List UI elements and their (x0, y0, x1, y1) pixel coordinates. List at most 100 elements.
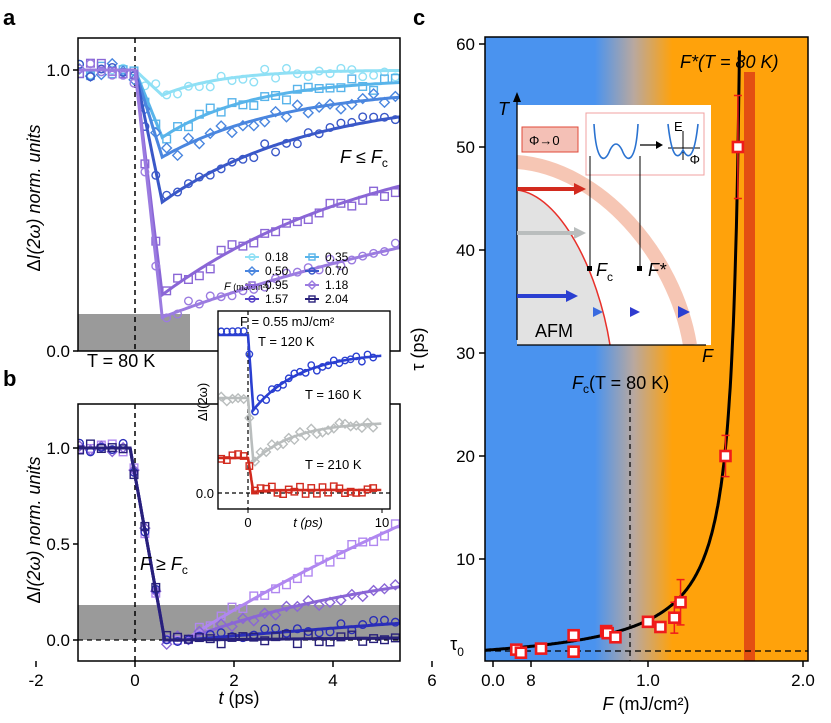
series-b-1.18-point (435, 509, 443, 517)
xtick-label-4: 6 (427, 671, 436, 690)
series-a-0.70-point (435, 101, 443, 109)
series-b-1.57-point (31, 441, 41, 451)
series-a-0.70-point (390, 115, 400, 125)
order-param-label: Φ→0 (529, 133, 560, 148)
ytick-label-c-2: 30 (456, 344, 475, 363)
series-b-1.57-point (445, 572, 455, 582)
series-a-0.50-point (248, 119, 260, 132)
series-a-1.57-point (85, 59, 95, 69)
series-a-0.70-point (173, 187, 183, 197)
ytick-label-c-1: 20 (456, 447, 475, 466)
series-group-a (78, 57, 476, 323)
series-a-0.95-point (457, 163, 465, 171)
arrow-blue-head (566, 290, 578, 302)
series-b-2.04-point (402, 632, 410, 640)
legend-marker-7 (308, 295, 316, 303)
ylabel-c: τ (ps) (408, 327, 428, 370)
yticks-c: 10 20 30 40 50 60 (456, 35, 485, 569)
series-b-1.57-point (434, 579, 444, 589)
phi-label: Φ (690, 152, 700, 167)
series-a-0.35-point (358, 81, 368, 91)
inset-c-t-arrow (513, 92, 521, 102)
series-a-0.95-point (390, 188, 400, 198)
series-a-0.35-point (468, 75, 476, 83)
series-a-0.50-point (302, 107, 315, 119)
series-a-1.57-point (96, 67, 106, 77)
series-b-2.04-point (78, 445, 85, 455)
series-a-1.57-point (183, 296, 193, 306)
inset-b-xlabel: t (ps) (293, 515, 323, 530)
series-a-0.95-point (413, 174, 421, 182)
e-label: E (674, 119, 683, 134)
inset-c-t-label: T (498, 99, 511, 119)
xlabel-b: t (ps) (218, 688, 259, 708)
series-a-1.57-point (424, 239, 432, 247)
legend-marker-2 (247, 266, 257, 276)
series-b-1.57-point (302, 594, 315, 607)
series-a-0.95-point (402, 187, 410, 195)
legend-label-6: 1.57 (265, 292, 289, 306)
inset-c: T F AFM Φ→0 E Φ Fc F* (498, 92, 714, 366)
series-b-1.57-point (258, 607, 271, 619)
inset-b: F = 0.55 mJ/cm² T = 120 K T = 160 K T = … (195, 310, 391, 530)
series-b-2.04-point (227, 632, 237, 642)
series-b-2.04-point (292, 639, 302, 649)
series-a-0.50-point (335, 103, 347, 115)
panel-b: b ΔI(2ω) norm. units F ≥ Fc 0.0 0.5 1.0 -2… (3, 366, 536, 708)
series-b-1.57-point (389, 579, 400, 591)
inset-b-frame-bg (217, 310, 391, 510)
xtick-label-3: 4 (328, 671, 337, 690)
series-a-0.35-point (249, 101, 259, 111)
plot-frame-c (484, 36, 809, 662)
inset-b-t160-point (356, 422, 368, 434)
series-b-1.57-point (467, 573, 477, 583)
legend-marker-4 (248, 281, 256, 289)
series-a-0.50-point (171, 149, 184, 162)
series-b-2.04-point (468, 637, 476, 645)
series-a-0.70-point (227, 157, 237, 167)
inset-b-t160-fit (218, 396, 382, 466)
series-a-0.18-point (325, 69, 335, 79)
inset-b-temp-120: T = 120 K (258, 334, 315, 349)
series-b-1.57-point (401, 581, 411, 591)
series-a-0.18-point (402, 60, 410, 68)
arrow-long-mid-head (630, 307, 640, 317)
series-a-0.18-point (446, 61, 454, 69)
series-a-0.50-point (389, 90, 400, 103)
series-group-c (485, 50, 745, 660)
series-b-2.04-a-point (435, 616, 443, 624)
series-b-1.57-point (237, 612, 249, 625)
series-b-1.57-point (193, 625, 206, 638)
condition-a: F ≤ Fc (340, 147, 388, 170)
ytick-a-1: 1.0 (46, 61, 70, 80)
series-a-0.18-point (281, 63, 291, 73)
inset-b-t160-point (362, 417, 373, 428)
series-a-0.50-point (193, 137, 206, 150)
order-param-box (521, 126, 579, 153)
xtick-label-c-1: 1.0 (636, 671, 660, 690)
series-b-1.57-point (356, 590, 369, 603)
xticks-c: 0.0 1.0 2.0 (481, 661, 815, 690)
inset-b-temp-210: T = 210 K (305, 457, 362, 472)
xtick-label-c-2: 2.0 (791, 671, 815, 690)
series-a-0.95-point (227, 240, 237, 250)
series-a-0.18-point (424, 65, 432, 73)
series-a-1.57-point (413, 235, 421, 243)
series-b-1.57-point (412, 579, 422, 589)
series-a-0.70-point (292, 139, 302, 149)
series-a-1.57-fit (78, 68, 400, 320)
series-a-0.50-point (258, 115, 271, 128)
series-a-0.18-point (249, 77, 259, 87)
series-a-0.35-point (281, 95, 291, 105)
ytick-label-b-0: 0.0 (46, 631, 70, 650)
series-a-0.18-point (303, 72, 313, 82)
double-well-potential (593, 123, 639, 160)
xtick-label-0: -2 (28, 671, 43, 690)
series-a-0.35-point (446, 79, 454, 87)
ytick-label-c-4: 50 (456, 138, 475, 157)
series-a-0.50-point (456, 87, 466, 97)
series-a-0.50-point (356, 92, 369, 105)
series-a-0.18-point (358, 72, 368, 82)
afm-label: AFM (535, 321, 573, 341)
series-b-2.04-a-point (446, 619, 454, 627)
